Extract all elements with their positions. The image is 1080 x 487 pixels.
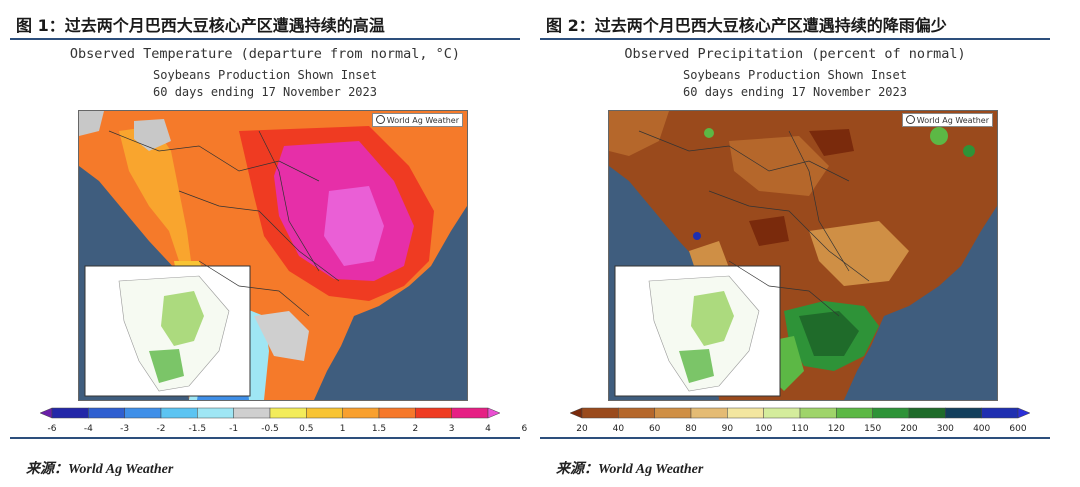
map-title: Observed Temperature (departure from nor… [69,46,461,62]
legend-tick-label: -6 [48,424,57,434]
credit-label: World Ag Weather [916,116,989,125]
legend-swatch [799,407,837,419]
legend-tick-label: 20 [576,424,588,434]
legend-swatch [342,407,380,419]
map-subtitle: Soybeans Production Shown Inset [153,68,377,82]
legend-swatch [306,407,343,419]
legend-colorbar: 20 40 60 80 90 100 110 120 150 200 300 400 600 [569,407,1031,434]
map-credit: World Ag Weather [901,113,993,127]
legend-colorbar: -6 -4 -3 -2 -1.5 -1 -0.5 0.5 1 1.5 2 3 4 6 [39,407,527,434]
map-credit: World Ag Weather [371,113,463,127]
bottom-divider [10,437,520,439]
copyright-icon [905,115,915,124]
legend-arrow-low [569,407,583,419]
legend-tick-label: 4 [485,424,491,434]
title-divider [540,38,1050,40]
legend-tick-label: 0.5 [299,424,313,434]
legend-swatch [378,407,416,419]
legend-tick-label: 120 [828,424,845,434]
legend-swatch [836,407,873,419]
legend-swatch [451,407,489,419]
legend-swatch [160,407,198,419]
figure-title: 图 2：过去两个月巴西大豆核心产区遭遇持续的降雨偏少 [546,16,947,35]
legend-tick-label: 2 [412,424,418,434]
map-period: 60 days ending 17 November 2023 [153,85,377,99]
legend-swatch [124,407,162,419]
legend-tick-label: 600 [1009,424,1026,434]
legend-swatch [690,407,728,419]
legend-swatch [618,407,655,419]
map-period: 60 days ending 17 November 2023 [683,85,907,99]
legend-tick-label: -2 [157,424,166,434]
legend-swatch [908,407,946,419]
legend-tick-label: -4 [84,424,93,434]
legend-tick-label: 400 [973,424,990,434]
precipitation-map: World Ag Weather [608,110,998,401]
temperature-legend: -6 -4 -3 -2 -1.5 -1 -0.5 0.5 1 1.5 2 3 4 6 [39,406,527,436]
legend-tick-label: 300 [937,424,954,434]
legend-swatch [654,407,692,419]
legend-tick-label: 80 [685,424,697,434]
legend-tick-label: 40 [613,424,625,434]
legend-swatch [581,407,619,419]
legend-swatch [197,407,234,419]
map-title: Observed Precipitation (percent of norma… [624,46,966,62]
bottom-divider [540,437,1050,439]
figure-panel-temperature: 图 1：过去两个月巴西大豆核心产区遭遇持续的高温 Observed Temper… [10,0,530,487]
legend-tick-label: -1 [229,424,238,434]
legend-tick-label: 200 [900,424,917,434]
temperature-anomaly-map: World Ag Weather [78,110,468,401]
legend-arrow-high [1017,407,1031,419]
legend-tick-label: 1.5 [372,424,386,434]
credit-label: World Ag Weather [386,116,459,125]
figure-title: 图 1：过去两个月巴西大豆核心产区遭遇持续的高温 [16,16,385,35]
legend-tick-label: -3 [120,424,129,434]
legend-swatch [269,407,307,419]
legend-swatch [763,407,801,419]
figure-panel-precipitation: 图 2：过去两个月巴西大豆核心产区遭遇持续的降雨偏少 Observed Prec… [540,0,1060,487]
legend-tick-label: 1 [340,424,346,434]
legend-tick-label: 6 [521,424,527,434]
legend-tick-label: 90 [722,424,734,434]
legend-swatch [51,407,89,419]
legend-swatch [727,407,764,419]
legend-tick-label: -0.5 [261,424,279,434]
legend-swatch [88,407,125,419]
legend-swatch [872,407,910,419]
copyright-icon [375,115,385,124]
legend-tick-label: 60 [649,424,661,434]
title-divider [10,38,520,40]
legend-swatch [233,407,271,419]
legend-swatch [981,407,1019,419]
legend-tick-label: -1.5 [189,424,207,434]
legend-swatch [945,407,982,419]
legend-swatch [415,407,452,419]
legend-tick-label: 3 [449,424,455,434]
legend-arrow-low [39,407,53,419]
legend-tick-label: 100 [755,424,772,434]
legend-tick-label: 110 [791,424,808,434]
precipitation-legend: 20 40 60 80 90 100 110 120 150 200 300 400 600 [569,406,1031,436]
source-note: 来源：World Ag Weather [26,462,174,477]
legend-arrow-high [487,407,501,419]
map-subtitle: Soybeans Production Shown Inset [683,68,907,82]
legend-tick-label: 150 [864,424,881,434]
source-note: 来源：World Ag Weather [556,462,704,477]
